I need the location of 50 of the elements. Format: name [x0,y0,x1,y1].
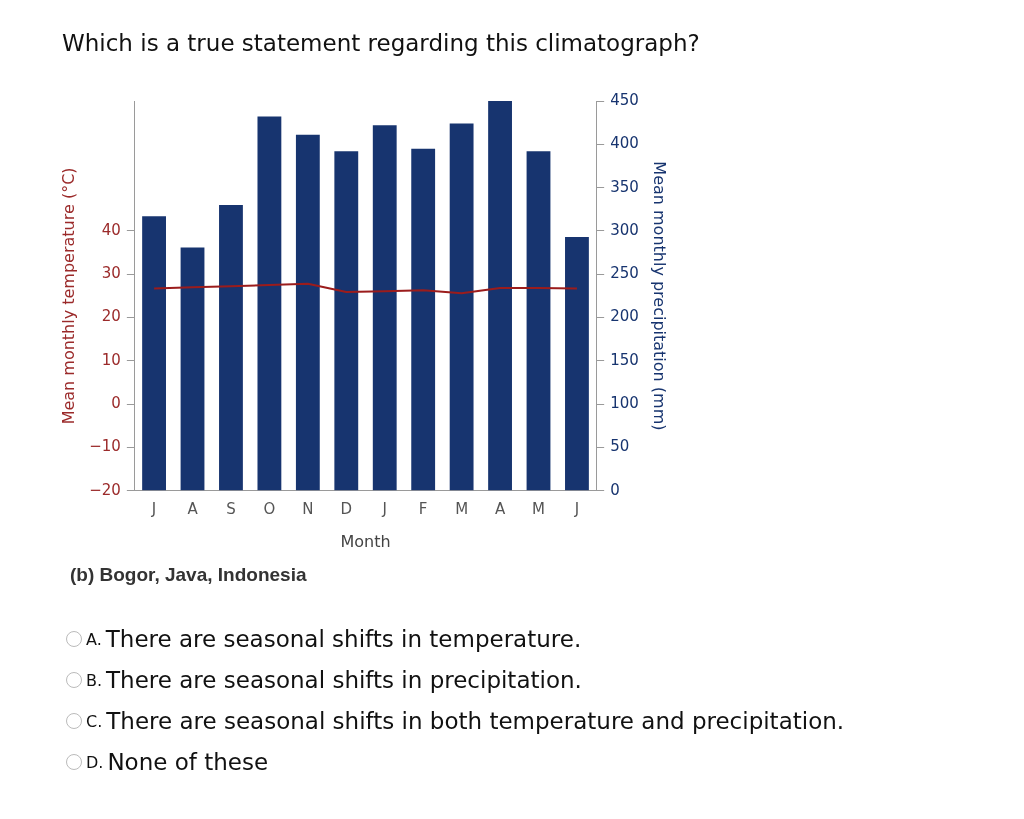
text: A. There are seasonal shifts in temperature. [86,626,582,652]
text: (b) Bogor, Java, Indonesia [70,564,307,586]
text: D. None of these [86,749,269,775]
bar [257,116,282,491]
x-tick-label: A [494,499,506,518]
chart-title: Which is a true statement regarding this climatograph? [62,30,700,56]
x-tick-label: D [340,499,353,518]
x-tick-label: M [455,499,469,518]
x-tick-label: A [187,499,199,518]
y-tick-label: −20 [89,480,121,499]
bar [334,151,359,491]
y-axis-title: Mean monthly temperature (°C) [58,167,78,425]
bar [565,237,589,491]
x-tick-label: F [418,499,428,518]
bar [295,134,320,491]
y-tick-label: 0 [111,394,121,413]
y2-tick-label: 250 [610,264,639,283]
text: C. There are seasonal shifts in both temperature and precipitation. [86,708,845,734]
bar [142,216,166,491]
bar [411,148,436,491]
x-tick-label: O [263,499,276,518]
y-tick-label: 10 [101,350,121,369]
x-tick-label: J [381,499,387,518]
y2-tick-label: 350 [610,177,639,196]
x-axis-title: Month [340,531,391,551]
y2-tick-label: 100 [610,394,639,413]
y2-tick-label: 400 [610,134,639,153]
x-tick-label: J [150,499,157,518]
bar [449,123,474,491]
y2-tick-label: 200 [610,307,639,326]
bar [526,151,551,491]
y-tick-label: 30 [101,264,121,283]
bar [488,101,512,491]
y2-tick-label: 450 [610,90,639,109]
y-tick-label: −10 [89,437,121,456]
x-tick-label: J [573,499,580,518]
x-tick-label: N [302,499,314,518]
x-tick-label: S [226,499,236,518]
y-tick-label: 20 [101,307,121,326]
x-tick-label: M [532,499,545,518]
y-tick-label: 40 [101,220,121,239]
bar [372,125,397,491]
bar [180,247,205,491]
text: B. There are seasonal shifts in precipitation. [86,667,582,693]
y2-tick-label: 150 [610,350,639,369]
y2-tick-label: 50 [610,437,630,456]
bar [219,204,243,491]
y2-tick-label: 300 [610,220,639,239]
y2-tick-label: 0 [610,480,620,499]
y2-axis-title: Mean monthly precipitation (mm) [650,161,670,431]
